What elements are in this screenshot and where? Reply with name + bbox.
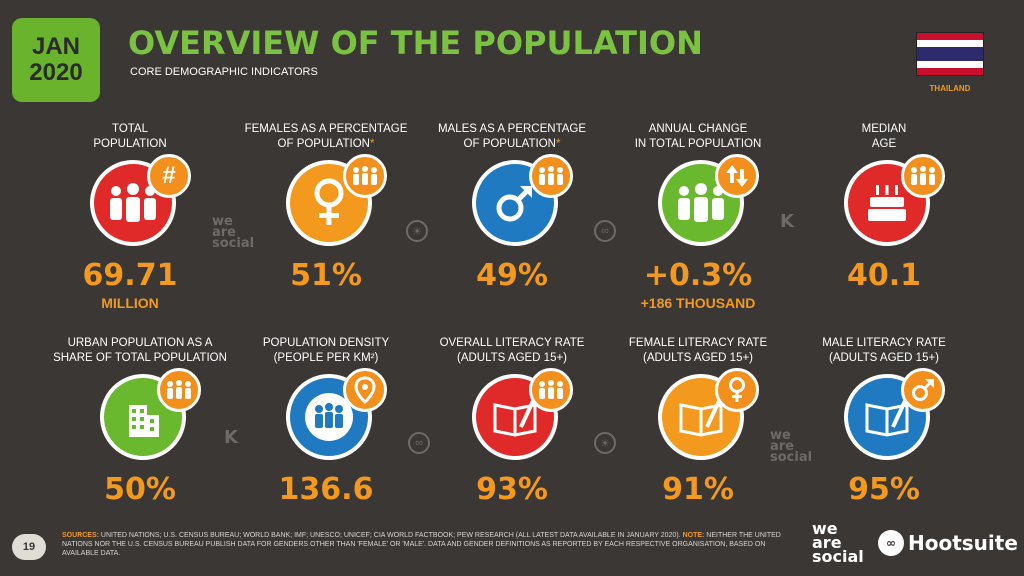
- hootsuite-owl-watermark-icon: ∞: [408, 432, 430, 454]
- up-down-arrows-icon: [715, 154, 759, 198]
- page-number: 19: [12, 534, 46, 560]
- we-are-social-watermark-icon: we are social: [770, 428, 813, 465]
- page-subtitle: CORE DEMOGRAPHIC INDICATORS: [130, 66, 318, 78]
- hash-icon: #: [147, 154, 191, 198]
- stat-label: FEMALES AS A PERCENTAGE OF POPULATION*: [244, 123, 408, 150]
- stat-median-age: MEDIAN AGE 40.1: [794, 122, 974, 293]
- stat-label: OVERALL LITERACY RATE (ADULTS AGED 15+): [439, 337, 585, 364]
- date-badge: JAN 2020: [12, 18, 100, 102]
- people-icon: [343, 154, 387, 198]
- people-icon: [157, 368, 201, 412]
- stat-urban-population: URBAN POPULATION AS A SHARE OF TOTAL POPU…: [50, 336, 230, 507]
- stat-value: +0.3%: [643, 258, 753, 293]
- people-icon: [529, 154, 573, 198]
- thailand-flag-icon: [916, 32, 984, 76]
- hootsuite-logo: ∞ Hootsuite: [878, 530, 1018, 556]
- kepios-watermark-icon: K: [224, 427, 238, 448]
- stat-value: 69.71: [82, 258, 178, 293]
- stat-value: 49%: [476, 258, 548, 293]
- location-pin-icon: [343, 368, 387, 412]
- lightbulb-watermark-icon: ☀: [594, 432, 616, 454]
- stat-label: MALE LITERACY RATE (ADULTS AGED 15+): [822, 337, 946, 364]
- owl-icon: ∞: [878, 530, 904, 556]
- lightbulb-watermark-icon: ☀: [406, 220, 428, 242]
- stat-value: 50%: [104, 472, 176, 507]
- stat-value: 91%: [662, 472, 734, 507]
- stat-label: URBAN POPULATION AS A SHARE OF TOTAL POPU…: [53, 337, 227, 364]
- stat-label: TOTAL POPULATION: [93, 123, 167, 150]
- sources-note: SOURCES: UNITED NATIONS; U.S. CENSUS BUR…: [62, 532, 781, 557]
- stat-value: 95%: [848, 472, 920, 507]
- stat-label: MALES AS A PERCENTAGE OF POPULATION*: [437, 123, 587, 150]
- stat-overall-literacy: OVERALL LITERACY RATE (ADULTS AGED 15+) 9…: [422, 336, 602, 507]
- people-icon: [529, 368, 573, 412]
- country-label: THAILAND: [929, 84, 971, 93]
- stat-value: 51%: [290, 258, 362, 293]
- page-title: OVERVIEW OF THE POPULATION: [128, 24, 703, 62]
- female-symbol-icon: [715, 368, 759, 412]
- stat-unit: +186 THOUSAND: [640, 295, 756, 311]
- date-year: 2020: [29, 59, 83, 86]
- stat-label: ANNUAL CHANGE IN TOTAL POPULATION: [634, 123, 762, 150]
- date-month: JAN: [31, 33, 80, 60]
- stat-population-density: POPULATION DENSITY (PEOPLE PER KM²) 136.6: [236, 336, 416, 507]
- book-icon: [472, 374, 558, 460]
- stat-males-percentage: MALES AS A PERCENTAGE OF POPULATION* 49%: [422, 122, 602, 293]
- stat-total-population: TOTAL POPULATION # 69.71 MILLION: [40, 122, 220, 311]
- stat-male-literacy: MALE LITERACY RATE (ADULTS AGED 15+) 95%: [794, 336, 974, 507]
- stat-unit: MILLION: [101, 295, 159, 311]
- stat-female-literacy: FEMALE LITERACY RATE (ADULTS AGED 15+) 91…: [608, 336, 788, 507]
- we-are-social-watermark-icon: we are social: [212, 214, 255, 251]
- hootsuite-owl-watermark-icon: ∞: [594, 220, 616, 242]
- stat-value: 93%: [476, 472, 548, 507]
- stat-label: FEMALE LITERACY RATE (ADULTS AGED 15+): [628, 337, 768, 364]
- kepios-watermark-icon: K: [780, 211, 794, 232]
- people-icon: [901, 154, 945, 198]
- stat-value: 136.6: [278, 472, 374, 507]
- stat-label: MEDIAN AGE: [861, 123, 907, 150]
- stat-annual-change: ANNUAL CHANGE IN TOTAL POPULATION +0.3% +…: [608, 122, 788, 311]
- male-symbol-icon: [901, 368, 945, 412]
- we-are-social-logo: we are social: [812, 519, 864, 566]
- stat-value: 40.1: [846, 258, 922, 293]
- stat-females-percentage: FEMALES AS A PERCENTAGE OF POPULATION* 51…: [236, 122, 416, 293]
- stat-label: POPULATION DENSITY (PEOPLE PER KM²): [262, 337, 390, 364]
